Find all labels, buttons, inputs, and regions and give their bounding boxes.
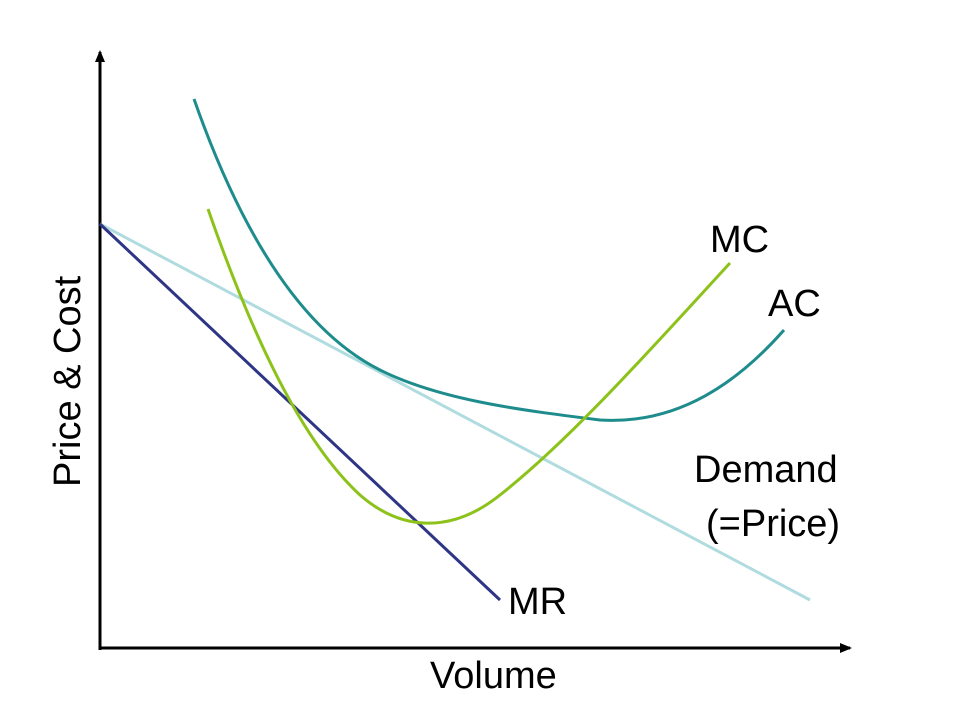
mr-label: MR xyxy=(508,581,567,623)
ac-label: AC xyxy=(768,283,821,325)
x-axis-label: Volume xyxy=(430,655,557,697)
mc-curve xyxy=(206,208,732,525)
ac-curve xyxy=(192,98,786,422)
y-axis-label: Price & Cost xyxy=(47,275,89,487)
demand-price-label: (=Price) xyxy=(706,503,840,545)
mr-curve xyxy=(98,222,502,602)
demand-label: Demand xyxy=(694,449,838,491)
demand-curve xyxy=(99,222,811,602)
mc-label: MC xyxy=(710,219,769,261)
